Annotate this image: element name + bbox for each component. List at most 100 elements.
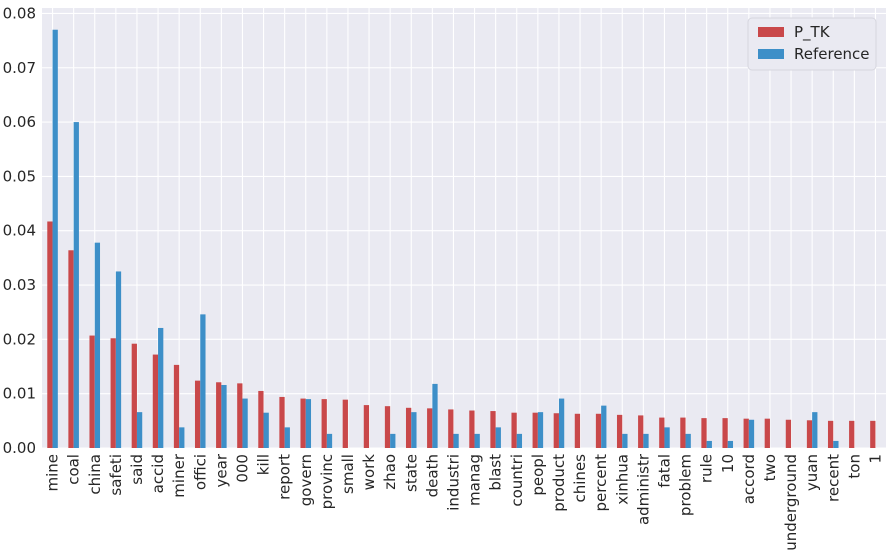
bar-reference — [748, 419, 755, 448]
plot-area — [42, 8, 886, 448]
x-tick-label: year — [212, 453, 230, 487]
x-tick-label: peopl — [529, 454, 547, 496]
bar-p-tk — [448, 409, 454, 448]
y-tick-label: 0.00 — [3, 439, 36, 457]
bar-p-tk — [659, 417, 665, 448]
bar-p-tk — [173, 364, 180, 448]
x-tick-label: administr — [634, 453, 652, 525]
bar-p-tk — [152, 354, 159, 448]
bar-p-tk — [806, 420, 813, 448]
x-tick-label: 1 — [866, 454, 884, 464]
bar-p-tk — [849, 420, 855, 448]
bar-reference — [115, 271, 122, 448]
y-tick-label: 0.01 — [3, 385, 36, 403]
x-tick-label: 10 — [719, 454, 737, 473]
x-tick-label: fatal — [655, 454, 673, 488]
bar-p-tk — [342, 399, 348, 448]
bar-reference — [179, 427, 185, 448]
legend-swatch — [758, 49, 784, 59]
x-tick-label: safeti — [107, 454, 125, 496]
x-tick-label: blast — [487, 454, 505, 491]
x-tick-label: underground — [782, 454, 800, 550]
bar-p-tk — [553, 413, 559, 448]
bar-reference — [558, 398, 565, 448]
bar-p-tk — [490, 411, 496, 448]
bar-reference — [833, 440, 839, 448]
bar-p-tk — [469, 410, 475, 448]
x-tick-label: problem — [677, 454, 695, 516]
bar-reference — [94, 242, 101, 448]
bar-reference — [622, 433, 628, 448]
y-tick-label: 0.03 — [3, 276, 36, 294]
bar-p-tk — [701, 418, 707, 448]
y-tick-label: 0.07 — [3, 59, 36, 77]
bar-p-tk — [785, 419, 792, 448]
bar-reference — [453, 433, 459, 448]
bar-p-tk — [194, 380, 201, 448]
x-tick-label: yuan — [803, 454, 821, 491]
bar-reference — [158, 327, 164, 448]
x-tick-label: govern — [297, 454, 315, 506]
bar-reference — [326, 433, 333, 448]
bar-reference — [812, 412, 818, 448]
bar-p-tk — [405, 407, 412, 448]
x-tick-label: xinhua — [613, 454, 631, 505]
x-tick-label: small — [339, 454, 357, 494]
legend-label: Reference — [794, 45, 870, 63]
bar-reference — [200, 314, 206, 448]
bar-reference — [537, 412, 544, 448]
x-tick-label: death — [423, 454, 441, 497]
bar-reference — [727, 440, 734, 448]
bar-reference — [495, 427, 501, 448]
bar-p-tk — [427, 408, 433, 448]
bar-reference — [263, 412, 269, 448]
x-tick-label: china — [86, 454, 104, 495]
legend-label: P_TK — [794, 23, 831, 42]
bar-reference — [136, 412, 143, 448]
x-tick-label: mine — [44, 454, 62, 492]
x-tick-label: offici — [191, 454, 209, 490]
x-tick-label: chines — [571, 454, 589, 503]
x-tick-label: rule — [698, 454, 716, 483]
bar-p-tk — [870, 420, 876, 448]
bar-p-tk — [300, 398, 306, 448]
x-tick-label: two — [761, 454, 779, 481]
x-tick-label: industri — [444, 454, 462, 511]
x-tick-label: manag — [466, 454, 484, 506]
bar-p-tk — [743, 418, 749, 448]
x-tick-label: kill — [255, 454, 273, 475]
bar-p-tk — [764, 418, 770, 448]
x-tick-label: product — [550, 454, 568, 512]
bar-p-tk — [68, 250, 74, 448]
bar-p-tk — [258, 390, 264, 448]
x-tick-label: state — [402, 454, 420, 492]
x-tick-label: accid — [149, 454, 167, 493]
bar-p-tk — [680, 417, 686, 448]
bar-p-tk — [638, 415, 644, 448]
bar-reference — [643, 433, 649, 448]
bar-reference — [242, 398, 248, 448]
y-tick-label: 0.06 — [3, 113, 36, 131]
bar-p-tk — [89, 335, 95, 448]
bar-p-tk — [363, 405, 370, 448]
bar-p-tk — [722, 418, 728, 448]
x-tick-label: provinc — [318, 454, 336, 509]
bar-p-tk — [827, 420, 834, 448]
bar-reference — [516, 433, 523, 448]
y-tick-label: 0.04 — [3, 222, 36, 240]
x-tick-label: recent — [824, 454, 842, 502]
bar-p-tk — [511, 412, 517, 448]
x-tick-label: zhao — [381, 454, 399, 490]
x-tick-label: countri — [508, 454, 526, 507]
x-tick-label: coal — [65, 454, 83, 485]
x-tick-label: report — [276, 454, 294, 500]
y-tick-label: 0.05 — [3, 167, 36, 185]
bar-reference — [685, 433, 691, 448]
bar-p-tk — [595, 413, 602, 448]
y-tick-label: 0.08 — [3, 4, 36, 22]
bar-reference — [706, 440, 712, 448]
bar-reference — [390, 433, 396, 448]
x-tick-label: work — [360, 454, 378, 491]
